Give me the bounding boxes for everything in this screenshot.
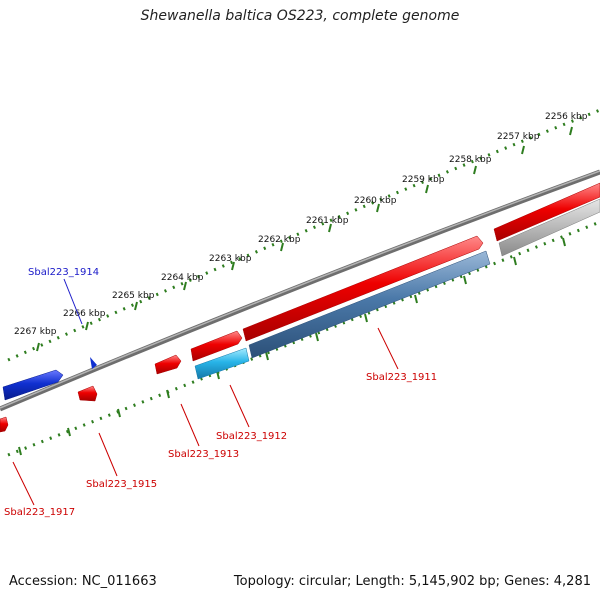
gene-label-sbal223-1911[interactable]: Sbal223_1911 — [366, 372, 437, 383]
kbp-label-2257: 2257 kbp — [497, 132, 540, 142]
kbp-label-2258: 2258 kbp — [449, 155, 492, 165]
outer-major-ticks — [36, 126, 573, 352]
gene-sbal223-1912-red[interactable] — [190, 330, 243, 362]
gene-right-red[interactable] — [493, 182, 600, 242]
gene-sbal223-1914-arrow[interactable] — [90, 357, 97, 369]
gene-sbal223-1915[interactable] — [77, 385, 98, 402]
kbp-label-2262: 2262 kbp — [258, 235, 301, 245]
gene-sbal223-1917[interactable] — [0, 416, 9, 433]
accession-text: Accession: NC_011663 — [9, 574, 157, 589]
kbp-label-2256: 2256 kbp — [545, 112, 588, 122]
kbp-label-2259: 2259 kbp — [402, 175, 445, 185]
gene-callout-lines — [12, 278, 399, 506]
gene-label-sbal223-1912[interactable]: Sbal223_1912 — [216, 431, 287, 442]
gene-label-sbal223-1913[interactable]: Sbal223_1913 — [168, 449, 239, 460]
gene-label-sbal223-1915[interactable]: Sbal223_1915 — [86, 479, 157, 490]
gene-label-sbal223-1914[interactable]: Sbal223_1914 — [28, 267, 99, 278]
kbp-label-2264: 2264 kbp — [161, 273, 204, 283]
kbp-label-2263: 2263 kbp — [209, 254, 252, 264]
kbp-label-2265: 2265 kbp — [112, 291, 155, 301]
gene-sbal223-1913[interactable] — [154, 354, 182, 375]
outer-tick-ring — [7, 108, 600, 362]
inner-major-ticks — [18, 237, 566, 456]
gene-label-sbal223-1917[interactable]: Sbal223_1917 — [4, 507, 75, 518]
gene-sbal223-1912-cyan[interactable] — [194, 347, 250, 380]
genome-summary-text: Topology: circular; Length: 5,145,902 bp… — [233, 574, 591, 589]
genome-backbone — [0, 169, 600, 412]
kbp-label-2261: 2261 kbp — [306, 216, 349, 226]
gene-reverse-blue[interactable] — [2, 369, 64, 401]
gene-right-gray[interactable] — [498, 198, 600, 257]
kbp-label-2267: 2267 kbp — [14, 327, 57, 337]
kbp-label-2266: 2266 kbp — [63, 309, 106, 319]
kbp-label-2260: 2260 kbp — [354, 196, 397, 206]
map-title: Shewanella baltica OS223, complete genom… — [140, 8, 460, 24]
gene-sbal223-1911-steel[interactable] — [248, 250, 491, 359]
inner-tick-ring — [7, 220, 600, 457]
gene-sbal223-1911-red[interactable] — [242, 235, 484, 342]
